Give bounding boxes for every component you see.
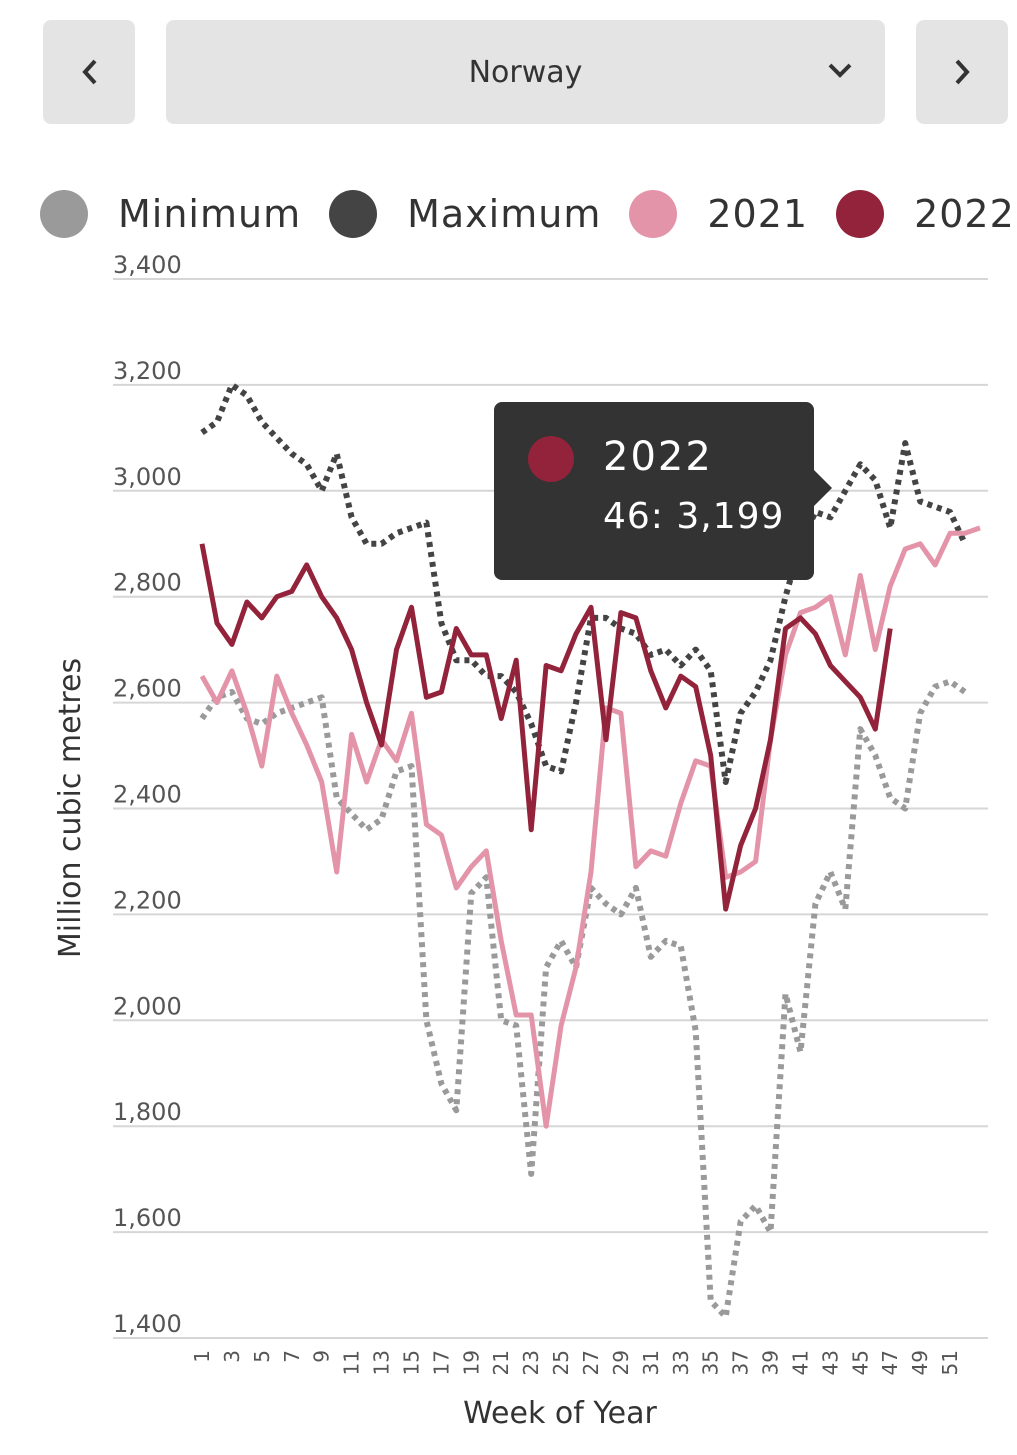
- x-tick-label: 11: [340, 1350, 364, 1375]
- y-tick-label: 2,000: [113, 992, 182, 1020]
- y-tick-label: 3,200: [113, 357, 182, 385]
- x-tick-label: 41: [788, 1350, 812, 1375]
- legend-item-2022[interactable]: 2022: [836, 190, 1015, 238]
- country-select[interactable]: Norway: [166, 20, 885, 124]
- tooltip-box: [494, 402, 814, 580]
- y-tick-label: 2,800: [113, 569, 182, 597]
- legend-dot: [329, 190, 378, 238]
- x-tick-label: 47: [878, 1350, 902, 1375]
- legend-item-minimum[interactable]: Minimum: [40, 190, 301, 238]
- tooltip-dot: [528, 436, 574, 482]
- x-tick-label: 33: [669, 1350, 693, 1375]
- series-line-minimum: [199, 678, 967, 1320]
- x-tick-label: 23: [519, 1350, 543, 1375]
- country-label: Norway: [468, 54, 583, 90]
- y-axis-ticks: 1,400 1,600 1,800 2,000 2,200 2,400 2,600 2,800…: [113, 251, 182, 1338]
- x-tick-label: 9: [310, 1350, 334, 1363]
- x-tick-label: 29: [609, 1350, 633, 1375]
- y-tick-label: 1,800: [113, 1098, 182, 1126]
- y-tick-label: 3,000: [113, 463, 182, 491]
- y-tick-label: 2,600: [113, 675, 182, 703]
- y-tick-label: 2,200: [113, 886, 182, 914]
- x-tick-label: 5: [250, 1350, 274, 1363]
- x-tick-label: 3: [220, 1350, 244, 1363]
- series-line-2021: [199, 525, 981, 1129]
- x-axis-ticks: 1 3 5 7 9 11 13 15 17 19 21 23 25 27 29 31 33 35 37 39 41 43 4…: [190, 1350, 962, 1375]
- x-tick-label: 1: [190, 1350, 214, 1363]
- x-tick-label: 49: [908, 1350, 932, 1375]
- legend-label: 2021: [707, 192, 809, 236]
- x-tick-label: 21: [489, 1350, 513, 1375]
- y-tick-label: 1,400: [113, 1310, 182, 1338]
- x-tick-label: 7: [280, 1350, 304, 1363]
- x-tick-label: 17: [429, 1350, 453, 1375]
- x-tick-label: 39: [759, 1350, 783, 1375]
- x-tick-label: 43: [818, 1350, 842, 1375]
- x-tick-label: 19: [459, 1350, 483, 1375]
- tooltip-title: 2022: [603, 434, 713, 480]
- legend-dot: [836, 190, 885, 238]
- x-tick-label: 25: [549, 1350, 573, 1375]
- x-tick-label: 13: [370, 1350, 394, 1375]
- chevron-left-icon: [82, 59, 97, 85]
- y-axis-title: Million cubic metres: [53, 658, 88, 958]
- legend-label: Minimum: [118, 192, 302, 236]
- y-tick-label: 2,400: [113, 781, 182, 809]
- next-button[interactable]: [916, 20, 1008, 124]
- tooltip-pointer: [814, 470, 832, 506]
- x-axis-title: Week of Year: [463, 1396, 657, 1431]
- x-tick-label: 27: [579, 1350, 603, 1375]
- legend-label: 2022: [914, 192, 1015, 236]
- x-tick-label: 45: [848, 1350, 872, 1375]
- tooltip: 2022 46: 3,199: [494, 402, 832, 580]
- chevron-down-icon: [828, 63, 852, 78]
- series-line-2022: [199, 543, 893, 912]
- y-tick-label: 3,400: [113, 251, 182, 279]
- legend-label: Maximum: [407, 192, 602, 236]
- series-line-maximum: [200, 381, 968, 785]
- legend-item-2021[interactable]: 2021: [629, 190, 808, 238]
- x-tick-label: 31: [639, 1350, 663, 1375]
- legend: Minimum Maximum 2021 2022: [40, 186, 1014, 242]
- series-lines: [199, 381, 981, 1320]
- x-tick-label: 15: [399, 1350, 423, 1375]
- prev-button[interactable]: [43, 20, 135, 124]
- legend-item-maximum[interactable]: Maximum: [329, 190, 601, 238]
- chevron-right-icon: [955, 59, 970, 85]
- legend-dot: [629, 190, 678, 238]
- x-tick-label: 35: [699, 1350, 723, 1375]
- x-tick-label: 37: [729, 1350, 753, 1375]
- x-tick-label: 51: [938, 1350, 962, 1375]
- y-tick-label: 1,600: [113, 1204, 182, 1232]
- tooltip-value: 46: 3,199: [603, 496, 784, 537]
- legend-dot: [40, 190, 88, 238]
- line-chart: 1,400 1,600 1,800 2,000 2,200 2,400 2,600 2,800…: [53, 251, 988, 1431]
